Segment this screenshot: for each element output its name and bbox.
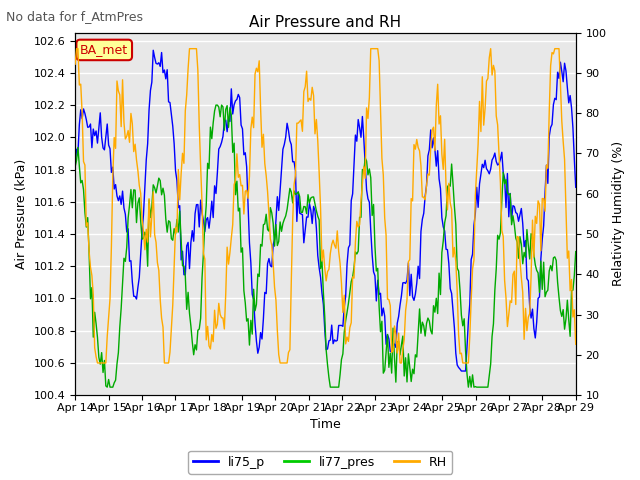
Y-axis label: Air Pressure (kPa): Air Pressure (kPa) bbox=[15, 159, 28, 269]
Y-axis label: Relativity Humidity (%): Relativity Humidity (%) bbox=[612, 141, 625, 287]
Title: Air Pressure and RH: Air Pressure and RH bbox=[250, 15, 401, 30]
Text: BA_met: BA_met bbox=[80, 43, 128, 57]
Text: No data for f_AtmPres: No data for f_AtmPres bbox=[6, 10, 143, 23]
Legend: li75_p, li77_pres, RH: li75_p, li77_pres, RH bbox=[188, 451, 452, 474]
X-axis label: Time: Time bbox=[310, 419, 341, 432]
